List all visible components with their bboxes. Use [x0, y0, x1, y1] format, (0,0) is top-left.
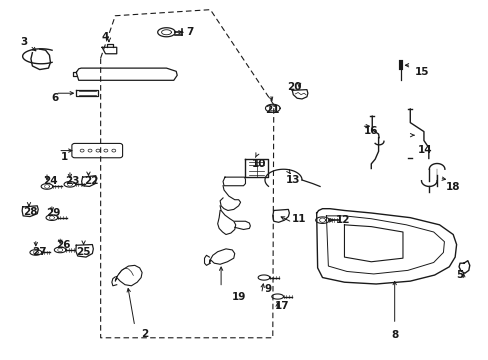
Text: 27: 27 [32, 247, 47, 257]
Text: 26: 26 [56, 240, 70, 250]
Text: 12: 12 [336, 215, 350, 225]
Text: 10: 10 [251, 159, 266, 169]
Text: 4: 4 [102, 32, 109, 41]
Text: 1: 1 [61, 152, 67, 162]
Text: 19: 19 [231, 292, 245, 302]
Text: 17: 17 [275, 301, 289, 311]
Text: 14: 14 [417, 144, 431, 154]
Text: 5: 5 [455, 270, 463, 280]
Text: 21: 21 [265, 105, 280, 115]
Text: 24: 24 [43, 176, 58, 186]
Text: 28: 28 [22, 207, 37, 217]
Text: 22: 22 [84, 176, 99, 186]
Text: 29: 29 [46, 208, 61, 218]
Text: 11: 11 [291, 215, 306, 224]
Text: 6: 6 [52, 93, 59, 103]
Text: 9: 9 [264, 284, 271, 294]
Text: 7: 7 [186, 27, 193, 37]
Text: 13: 13 [285, 175, 300, 185]
Text: 15: 15 [414, 67, 429, 77]
Text: 3: 3 [20, 37, 28, 47]
Text: 25: 25 [76, 247, 91, 257]
Text: 8: 8 [390, 330, 398, 340]
Text: 2: 2 [141, 329, 148, 339]
Text: 23: 23 [65, 176, 80, 186]
Text: 20: 20 [286, 82, 301, 93]
Text: 16: 16 [363, 126, 378, 135]
Text: 18: 18 [445, 182, 460, 192]
